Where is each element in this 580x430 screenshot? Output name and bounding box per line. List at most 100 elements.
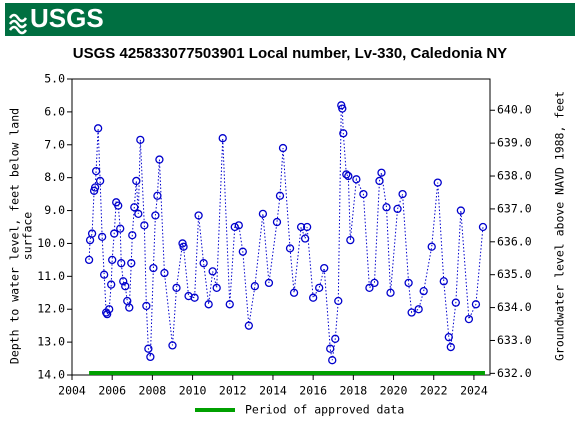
data-point [208,267,217,276]
data-point [146,352,155,362]
data-point [407,308,416,317]
data-point [278,143,288,153]
data-point [132,176,141,186]
data-point [160,268,169,278]
y-tick-label: 10.0 [37,236,65,250]
x-tick-label: 2014 [259,384,287,398]
header-bar [5,3,575,36]
data-point [365,283,374,292]
data-point [451,298,460,307]
plot-frame [71,78,491,376]
x-tick-label: 2018 [339,384,367,398]
data-point [393,204,402,214]
data-point [218,134,227,143]
data-point [168,341,177,350]
data-point [130,203,139,212]
y-tick-label: 12.0 [37,302,65,316]
data-point [419,286,428,296]
data-point [134,209,143,218]
y2-tick-label: 639.0 [497,136,532,150]
data-point [103,310,112,319]
data-point [309,293,318,302]
legend-label: Period of approved data [245,403,404,417]
y2-tick-label: 637.0 [497,201,532,215]
data-point [128,231,137,240]
data-point [342,170,351,179]
chart-title: USGS 425833077503901 Local number, Lv-33… [73,45,507,62]
data-point [155,155,164,164]
data-point [344,171,353,181]
data-point [230,222,239,232]
y-tick-label: 7.0 [44,137,65,151]
data-point [85,236,95,245]
data-point [386,288,395,297]
data-point [456,206,466,215]
y-tick-label: 9.0 [44,203,65,217]
data-point [127,259,136,268]
data-point [108,255,117,265]
y2-tick-label: 634.0 [497,300,532,314]
data-point [190,293,199,302]
y-tick-label: 14.0 [37,368,65,382]
usgs-logo: USGS [8,3,104,35]
data-point [289,288,299,297]
data-point [398,189,407,199]
data-point [250,282,260,291]
data-point [296,222,306,232]
data-point [244,321,253,330]
y-tick-label: 11.0 [37,269,65,283]
data-point [136,135,145,144]
data-point [194,211,203,220]
data-point [116,224,125,233]
data-point [204,300,213,309]
data-point [84,255,94,265]
data-point [100,270,109,279]
data-point [199,259,208,268]
data-point [144,344,153,353]
data-point [320,263,329,273]
x-tick-label: 2020 [380,384,408,398]
data-point [153,191,162,200]
y2-axis-label: Groundwater level above NAVD 1988, feet [553,91,567,361]
data-point [125,303,134,312]
x-tick-label: 2004 [58,384,86,398]
data-point [302,222,312,232]
y2-tick-label: 635.0 [497,267,532,281]
data-point [300,234,310,243]
series-line [88,105,484,361]
data-point [370,278,379,288]
data-point [107,280,116,289]
data-point [339,129,348,138]
data-point [275,191,285,200]
y2-tick-label: 633.0 [497,333,532,347]
data-point [149,263,158,273]
data-point [140,221,149,230]
data-point [285,244,295,253]
data-point [258,209,268,218]
data-point [359,189,368,199]
data-point [142,301,151,311]
data-point [464,314,474,324]
y-tick-label: 6.0 [44,104,65,118]
y2-tick-label: 640.0 [497,103,532,117]
data-point [444,333,453,342]
data-point [427,242,436,251]
data-point [179,242,188,251]
data-point [346,236,355,245]
logo-text: USGS [30,3,104,33]
y-tick-label: 5.0 [44,72,65,86]
x-tick-label: 2024 [460,384,488,398]
y-axis-label: Depth to water level, feet below land [8,108,22,364]
data-point [338,104,347,113]
data-point [471,300,481,309]
data-point [326,344,335,353]
x-tick-label: 2008 [139,384,167,398]
y2-tick-label: 638.0 [497,169,532,183]
data-point [172,283,181,292]
x-tick-label: 2010 [179,384,207,398]
data-point [478,222,488,232]
x-tick-label: 2016 [299,384,327,398]
data-point [225,300,234,309]
data-point [97,232,107,242]
